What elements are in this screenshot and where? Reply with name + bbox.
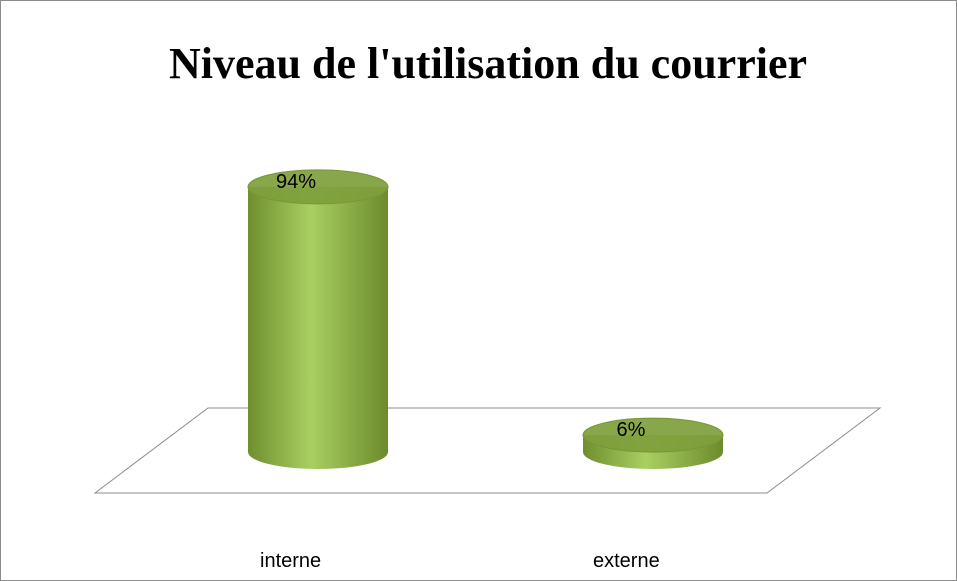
x-tick-label: interne bbox=[260, 550, 321, 572]
bar-top-shade bbox=[583, 418, 723, 453]
bar bbox=[582, 417, 724, 469]
bar-body bbox=[248, 186, 388, 470]
data-label: 94% bbox=[276, 171, 316, 193]
bar bbox=[247, 169, 389, 470]
x-tick-label: externe bbox=[593, 550, 660, 572]
bar-top-shade bbox=[248, 169, 388, 204]
chart-title: Niveau de l'utilisation du courrier bbox=[169, 39, 807, 88]
floor bbox=[93, 407, 882, 494]
data-label: 6% bbox=[617, 419, 646, 441]
